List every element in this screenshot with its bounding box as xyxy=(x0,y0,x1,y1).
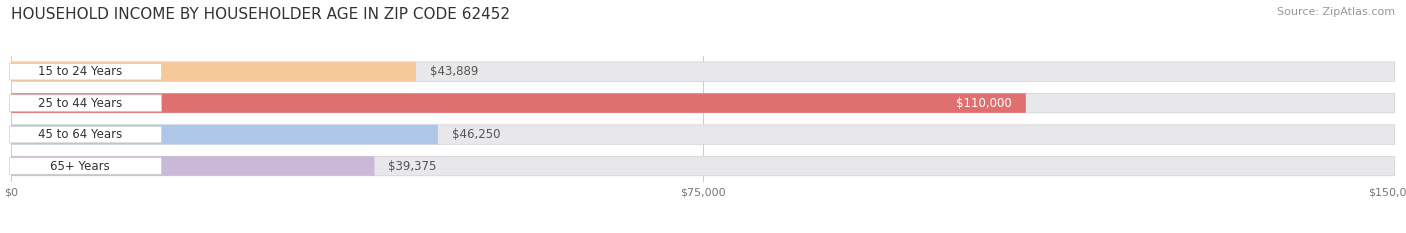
Text: 25 to 44 Years: 25 to 44 Years xyxy=(38,97,122,110)
Text: 45 to 64 Years: 45 to 64 Years xyxy=(38,128,122,141)
FancyBboxPatch shape xyxy=(10,126,162,143)
Text: 15 to 24 Years: 15 to 24 Years xyxy=(38,65,122,78)
Text: Source: ZipAtlas.com: Source: ZipAtlas.com xyxy=(1277,7,1395,17)
Text: $110,000: $110,000 xyxy=(956,97,1012,110)
FancyBboxPatch shape xyxy=(11,156,374,176)
FancyBboxPatch shape xyxy=(11,93,1026,113)
FancyBboxPatch shape xyxy=(11,62,416,81)
FancyBboxPatch shape xyxy=(11,125,437,144)
Text: HOUSEHOLD INCOME BY HOUSEHOLDER AGE IN ZIP CODE 62452: HOUSEHOLD INCOME BY HOUSEHOLDER AGE IN Z… xyxy=(11,7,510,22)
FancyBboxPatch shape xyxy=(11,125,1395,144)
Text: $39,375: $39,375 xyxy=(388,160,437,172)
Text: $43,889: $43,889 xyxy=(430,65,478,78)
FancyBboxPatch shape xyxy=(11,62,1395,81)
FancyBboxPatch shape xyxy=(11,156,1395,176)
FancyBboxPatch shape xyxy=(11,93,1395,113)
Text: 65+ Years: 65+ Years xyxy=(49,160,110,172)
FancyBboxPatch shape xyxy=(10,158,162,174)
Text: $46,250: $46,250 xyxy=(451,128,501,141)
FancyBboxPatch shape xyxy=(10,63,162,80)
FancyBboxPatch shape xyxy=(10,95,162,111)
